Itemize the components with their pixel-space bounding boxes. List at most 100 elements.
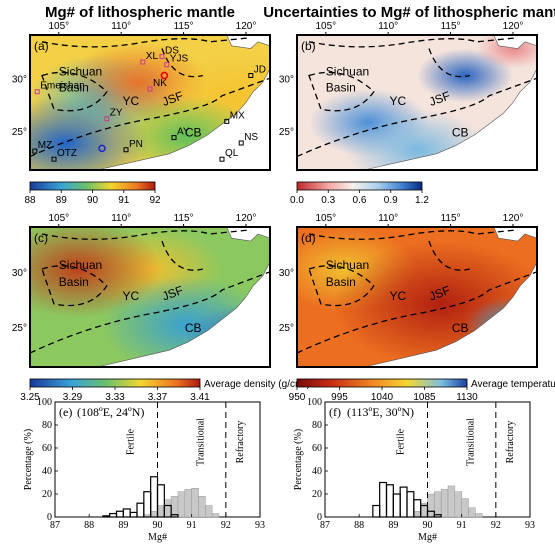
- histogram-bar-filled: [177, 491, 186, 518]
- colorbar-tick-label: 0.9: [384, 195, 398, 206]
- histogram-bar-outline: [433, 514, 442, 518]
- colorbar-tick-label: 0.0: [290, 195, 304, 206]
- histogram-panels: Fertile Transitional Refractory 87 88 89 90 91 9…: [23, 397, 535, 543]
- y-tick-label: 100: [37, 397, 52, 408]
- lon-tick-label: 115°: [174, 213, 194, 224]
- lat-tick-label: 30°: [279, 268, 294, 279]
- site-marker: [171, 135, 177, 141]
- lon-tick-label: 105°: [48, 21, 69, 32]
- region-label-cb: CB: [452, 321, 469, 335]
- region-label-transitional: Transitional: [196, 418, 207, 466]
- location-marker-e: [98, 144, 106, 153]
- region-label-refractory: Refractory: [235, 421, 246, 464]
- panel-title: (108ºE, 24ºN): [77, 405, 144, 419]
- left-title: Mg# of lithospheric mantle: [45, 4, 235, 21]
- site-label-mz: MZ: [38, 140, 52, 151]
- lat-tick-label: 25°: [279, 323, 294, 334]
- histogram-bar-filled: [475, 513, 483, 518]
- colorbar-tick-label: 3.29: [63, 392, 83, 403]
- lat-tick-label: 25°: [279, 127, 294, 138]
- sichuan-basin-outline: [41, 265, 108, 307]
- site-marker: [34, 89, 40, 95]
- region-label-basin: Basin: [59, 275, 89, 289]
- region-label-yc: YC: [122, 94, 139, 108]
- site-label-jd: JD: [254, 65, 266, 76]
- x-tick-label: 89: [388, 520, 398, 531]
- site-label-mx: MX: [230, 110, 245, 121]
- region-label-transitional: Transitional: [466, 418, 477, 466]
- colorbar-tick-label: 88: [24, 195, 36, 206]
- histogram-bar-filled: [205, 505, 213, 518]
- panel-label: (a): [34, 39, 49, 53]
- y-tick-label: 40: [42, 466, 52, 477]
- site-label-pn: PN: [129, 139, 143, 150]
- histogram-bar-filled: [150, 511, 158, 518]
- y-tick-label: 60: [312, 443, 322, 454]
- region-label-jsf: JSF: [427, 89, 452, 109]
- region-label-sichuan: Sichuan: [59, 258, 102, 272]
- map-frame: [29, 34, 271, 171]
- x-tick-label: 88: [84, 520, 94, 531]
- y-tick-label: 80: [42, 420, 52, 431]
- lon-tick-label: 110°: [111, 21, 131, 32]
- map-panel-c: 105° 110° 115° 120° 30° 25° (c) Sichuan Basin YC J…: [12, 213, 310, 403]
- lon-tick-label: 105°: [48, 213, 69, 224]
- colorbar-tick-label: 92: [149, 195, 161, 206]
- histogram-bar-filled: [170, 496, 179, 518]
- site-label-ns: NS: [244, 132, 258, 143]
- histogram-bar-filled: [447, 485, 456, 518]
- panel-label: (b): [301, 39, 316, 53]
- x-axis-label: Mg#: [418, 532, 437, 543]
- region-label-refractory: Refractory: [505, 421, 516, 464]
- region-label-sichuan: Sichuan: [59, 65, 102, 79]
- coastline: [296, 226, 538, 368]
- histogram-bar-filled: [191, 488, 199, 518]
- site-marker: [51, 156, 57, 162]
- histogram-bar-outline: [156, 484, 165, 518]
- site-marker: [147, 86, 153, 92]
- site-label-otz: OTZ: [57, 148, 77, 159]
- coastline: [296, 34, 538, 171]
- lon-tick-label: 120°: [236, 213, 257, 224]
- histogram-bar-filled: [454, 491, 462, 518]
- site-marker: [219, 156, 225, 162]
- field-layer: [30, 35, 270, 170]
- colorbar-title: Average density (g/cm³): [204, 379, 310, 390]
- colorbar-tick-label: 3.41: [190, 392, 210, 403]
- map-panel-a: 105° 110° 115° 120° 30° 25° (a) Sichuan Basin YC J…: [12, 21, 271, 206]
- lon-tick-label: 120°: [236, 21, 257, 32]
- x-tick-label: 93: [255, 520, 265, 531]
- colorbar-tick-label: 0.6: [353, 195, 367, 206]
- lon-tick-label: 110°: [378, 213, 398, 224]
- histogram-bar-filled: [164, 499, 172, 518]
- y-axis-label: Percentage (%): [23, 429, 34, 490]
- histogram-f: Fertile Transitional Refractory 87 88 89 90 91 9…: [293, 397, 535, 543]
- coastline: [29, 34, 271, 171]
- x-axis-label: Mg#: [148, 532, 167, 543]
- y-axis-label: Percentage (%): [293, 429, 304, 490]
- histogram-bar-filled: [413, 511, 421, 518]
- colorbar-tick-label: 3.37: [148, 392, 168, 403]
- panel-label: (f): [329, 405, 341, 419]
- colorbar-tick-label: 950: [289, 392, 306, 403]
- site-label-emeishan: Emeishan: [40, 81, 84, 92]
- x-tick-label: 91: [457, 520, 467, 531]
- histogram-bar-filled: [427, 493, 435, 518]
- y-tick-label: 60: [42, 443, 52, 454]
- colorbar-tick-label: 1130: [456, 392, 478, 403]
- colorbar-tick-label: 995: [331, 392, 348, 403]
- site-marker: [164, 62, 170, 68]
- lat-tick-label: 30°: [12, 268, 27, 279]
- histogram-bar-filled: [440, 489, 449, 518]
- site-marker: [104, 116, 110, 122]
- boundary-inner: [428, 240, 470, 271]
- region-label-sichuan: Sichuan: [326, 258, 369, 272]
- y-tick-label: 0: [47, 512, 52, 523]
- boundary-inner: [161, 48, 203, 78]
- region-label-basin: Basin: [59, 81, 89, 95]
- lon-tick-label: 110°: [111, 213, 131, 224]
- region-label-fertile: Fertile: [126, 428, 137, 455]
- sichuan-basin-outline: [308, 265, 375, 307]
- location-marker-f: [160, 71, 169, 80]
- histogram-bar-outline: [170, 514, 179, 518]
